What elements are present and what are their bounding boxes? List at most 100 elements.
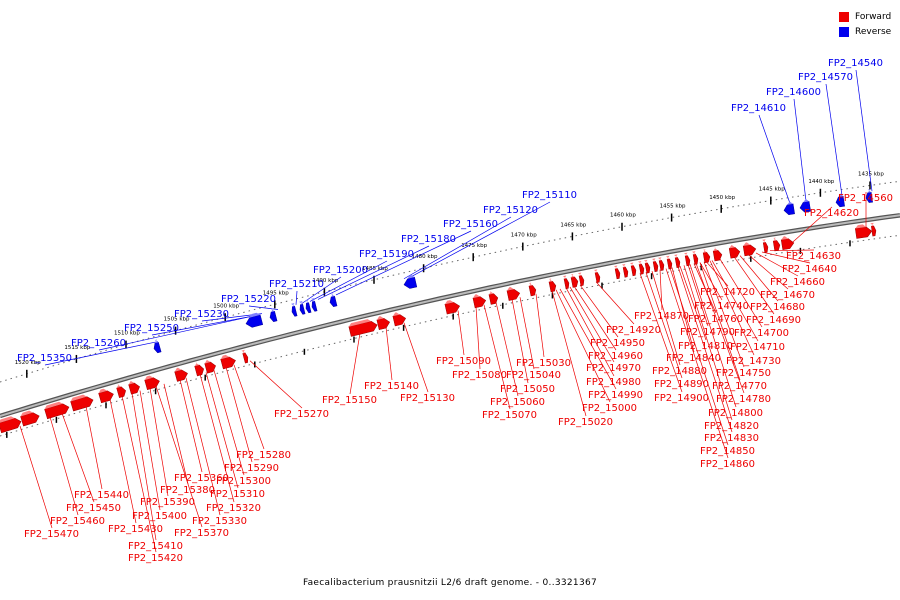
leader-fp2-15030 — [535, 293, 545, 358]
label-fp2-15280: FP2_15280 — [236, 450, 291, 461]
label-fp2-14700: FP2_14700 — [734, 328, 789, 339]
label-fp2-14720: FP2_14720 — [700, 287, 755, 298]
leader-fp2-14620 — [785, 206, 833, 249]
label-fp2-15440: FP2_15440 — [74, 490, 129, 501]
leader-fp2-14640 — [761, 251, 811, 264]
scale-tick-label: 1495 kbp — [263, 290, 289, 296]
gene-fwd-40 — [742, 242, 757, 257]
gene-fwd-2 — [44, 401, 70, 420]
label-fp2-15210: FP2_15210 — [269, 279, 324, 290]
leader-fp2-15130 — [403, 322, 429, 393]
leader-fp2-14900 — [639, 273, 683, 393]
label-fp2-15470: FP2_15470 — [24, 529, 79, 540]
scale-tick-label: 1490 kbp — [312, 278, 338, 284]
gene-fwd-16 — [444, 300, 461, 315]
label-fp2-14780: FP2_14780 — [716, 394, 771, 405]
gene-shade — [506, 286, 515, 291]
label-fp2-14890: FP2_14890 — [654, 379, 709, 390]
label-fp2-15110: FP2_15110 — [522, 190, 577, 201]
leader-fp2-15040 — [519, 297, 535, 370]
leader-fp2-15320 — [199, 373, 235, 503]
leader-fp2-15370 — [155, 386, 203, 528]
gene-arrow — [472, 296, 487, 309]
leader-fp2-15090 — [457, 310, 465, 356]
leader-fp2-14750 — [703, 261, 745, 368]
label-fp2-15080: FP2_15080 — [452, 370, 507, 381]
gene-arrow — [488, 293, 499, 305]
label-fp2-14620: FP2_14620 — [804, 208, 859, 219]
guide-dotted-top — [0, 180, 900, 383]
gene-shade — [673, 254, 678, 258]
legend-reverse: Reverse — [839, 24, 891, 39]
scale-tick-label: 1445 kbp — [759, 187, 785, 193]
leader-fp2-15160 — [335, 230, 472, 296]
label-fp2-14850: FP2_14850 — [700, 446, 755, 457]
scale-tick-label: 1515 kbp — [64, 345, 90, 351]
leader-fp2-14710 — [711, 260, 759, 342]
gene-shade — [0, 416, 15, 424]
gene-shade — [204, 359, 211, 364]
gene-shade — [220, 354, 230, 360]
gene-rev-10 — [799, 198, 811, 213]
label-fp2-14680: FP2_14680 — [750, 302, 805, 313]
scale-tick-label: 1485 kbp — [362, 266, 388, 272]
gene-fwd-33 — [665, 255, 673, 270]
legend-reverse-label: Reverse — [855, 26, 892, 37]
gene-fwd-25 — [593, 269, 601, 283]
leader-fp2-14730 — [709, 260, 755, 356]
label-fp2-15140: FP2_15140 — [364, 381, 419, 392]
leader-fp2-15260 — [98, 316, 251, 351]
leader-fp2-15460 — [49, 416, 79, 516]
gene-arrow — [269, 310, 278, 323]
gene-shade — [713, 247, 718, 252]
gene-shade — [613, 265, 618, 269]
gene-arrow — [174, 369, 188, 382]
gene-fwd-9 — [194, 362, 205, 377]
gene-arrow — [692, 253, 699, 265]
leader-fp2-15330 — [185, 377, 221, 516]
label-fp2-15150: FP2_15150 — [322, 395, 377, 406]
gene-fwd-15 — [392, 312, 407, 327]
gene-fwd-30 — [643, 259, 651, 274]
gene-shade — [407, 274, 415, 279]
leader-fp2-14600 — [793, 98, 807, 202]
label-fp2-15360: FP2_15360 — [174, 473, 229, 484]
gene-shade — [472, 294, 480, 299]
label-fp2-14760: FP2_14760 — [688, 314, 743, 325]
gene-shade — [392, 312, 400, 317]
gene-fwd-43 — [780, 236, 795, 250]
scale-tick-label: 1460 kbp — [610, 213, 636, 219]
leader-fp2-15050 — [511, 298, 529, 384]
label-fp2-14950: FP2_14950 — [590, 338, 645, 349]
label-fp2-15250: FP2_15250 — [124, 323, 179, 334]
leader-fp2-14850 — [669, 267, 729, 446]
gene-fwd-34 — [673, 254, 681, 268]
label-fp2-14920: FP2_14920 — [606, 325, 661, 336]
gene-shade — [729, 244, 736, 249]
label-fp2-15000: FP2_15000 — [582, 403, 637, 414]
leader-fp2-14960 — [573, 285, 617, 351]
label-fp2-15120: FP2_15120 — [483, 205, 538, 216]
gene-fwd-29 — [637, 260, 645, 275]
gene-fwd-22 — [562, 275, 570, 290]
gene-shade — [643, 259, 648, 264]
gene-arrow — [622, 266, 629, 278]
gene-arrow — [153, 341, 162, 354]
leader-fp2-15390 — [149, 387, 169, 497]
label-fp2-15400: FP2_15400 — [132, 511, 187, 522]
label-fp2-15300: FP2_15300 — [216, 476, 271, 487]
gene-arrow — [728, 247, 741, 259]
gene-fwd-0 — [0, 416, 22, 434]
gene-arrow — [311, 300, 318, 312]
gene-arrow — [783, 203, 795, 216]
leader-fp2-14970 — [569, 286, 615, 363]
gene-fwd-37 — [702, 249, 711, 264]
leader-fp2-15220 — [248, 305, 279, 310]
label-fp2-15380: FP2_15380 — [160, 485, 215, 496]
leader-fp2-14800 — [689, 264, 737, 408]
forward-swatch — [839, 11, 849, 22]
gene-fwd-20 — [528, 282, 537, 297]
gene-fwd-5 — [116, 384, 126, 398]
gene-fwd-23 — [570, 274, 579, 288]
label-fp2-15270: FP2_15270 — [274, 409, 329, 420]
